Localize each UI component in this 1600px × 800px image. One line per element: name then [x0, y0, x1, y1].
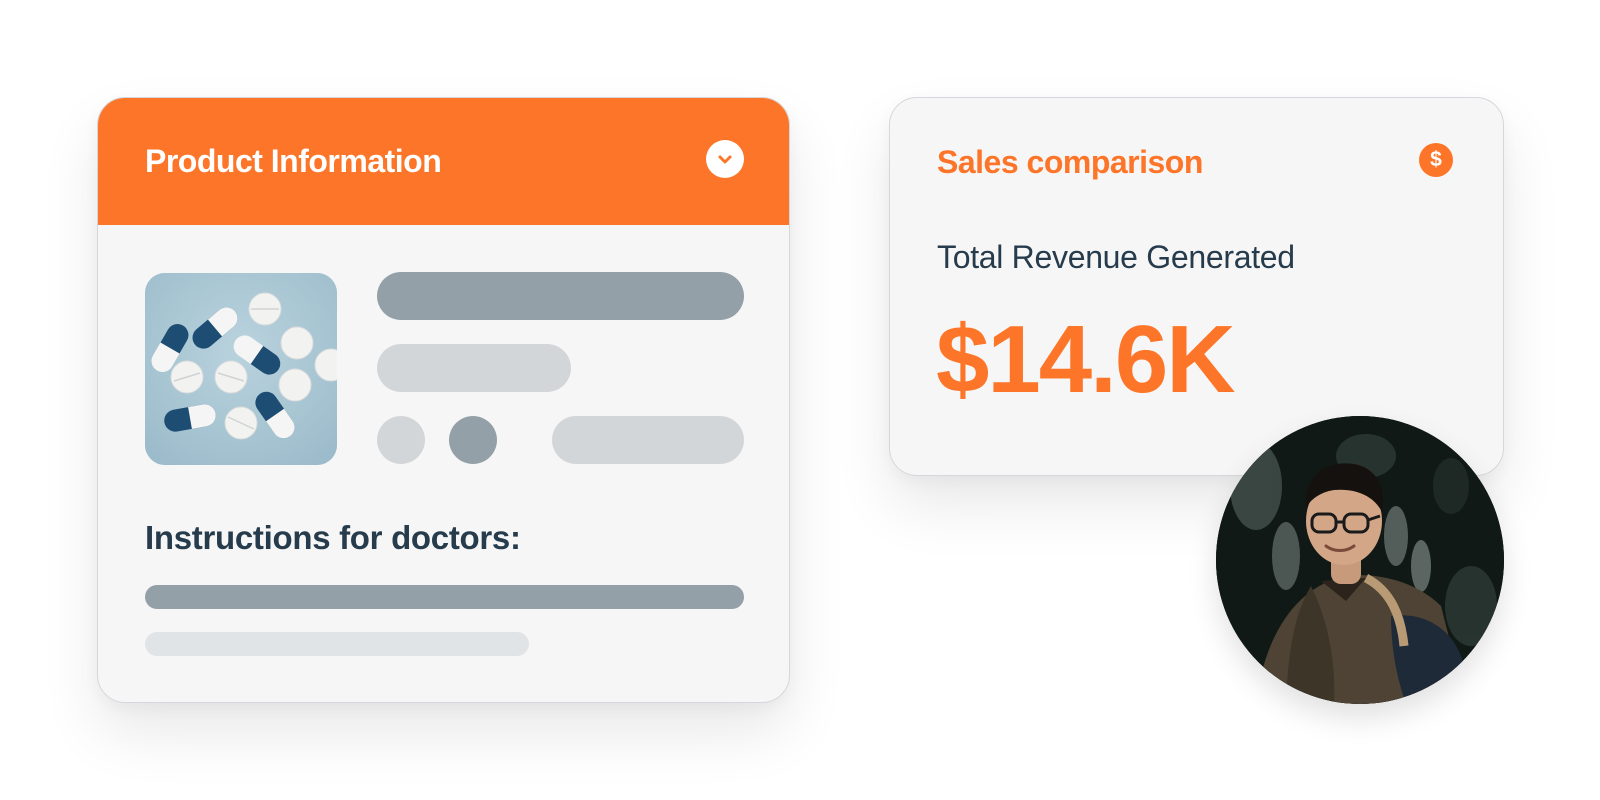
sales-comparison-card: Sales comparison $ Total Revenue Generat…: [889, 97, 1504, 476]
skeleton-instructions-line-2: [145, 632, 529, 656]
avatar: [1216, 416, 1504, 704]
dollar-icon: $: [1419, 143, 1453, 177]
person-photo: [1216, 416, 1504, 704]
expand-button[interactable]: [706, 140, 744, 178]
instructions-heading: Instructions for doctors:: [145, 519, 521, 556]
product-information-card: Product Information: [97, 97, 790, 703]
product-card-title: Product Information: [145, 143, 442, 179]
chevron-down-icon: [718, 155, 732, 164]
skeleton-price: [552, 416, 744, 464]
skeleton-swatch-dark: [449, 416, 497, 464]
pills-image: [145, 273, 337, 465]
skeleton-swatch-light: [377, 416, 425, 464]
sales-card-title: Sales comparison: [937, 144, 1203, 180]
revenue-label: Total Revenue Generated: [937, 239, 1295, 275]
skeleton-product-name: [377, 272, 744, 320]
skeleton-product-subtitle: [377, 344, 571, 392]
skeleton-instructions-line-1: [145, 585, 744, 609]
product-image: [145, 273, 337, 465]
revenue-value: $14.6K: [936, 306, 1236, 413]
product-card-header[interactable]: Product Information: [98, 98, 789, 225]
